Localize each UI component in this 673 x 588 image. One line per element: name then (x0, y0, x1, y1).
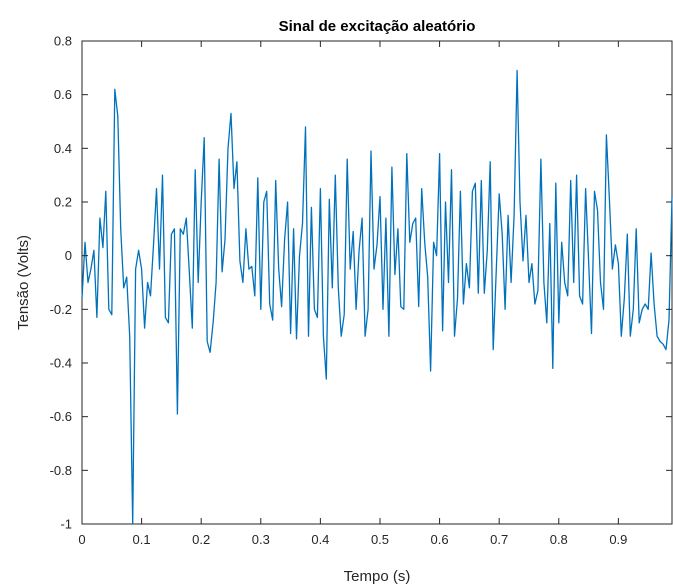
y-tick-label: -0.6 (50, 409, 72, 424)
y-tick-label: -0.4 (50, 356, 72, 371)
y-tick-label: 0.2 (54, 195, 72, 210)
axis-ticks: 0 0.1 0.2 0.3 0.4 0.5 0.6 0.7 0.8 0.9 -1 -0.8 -0.6 -0… (50, 34, 672, 547)
x-tick-label: 0.8 (550, 532, 568, 547)
x-tick-label: 0.1 (133, 532, 151, 547)
x-tick-label: 0.3 (252, 532, 270, 547)
series-line (81, 69, 673, 525)
x-tick-label: 0.5 (371, 532, 389, 547)
y-tick-label: -1 (60, 517, 72, 532)
y-tick-label: 0.4 (54, 141, 72, 156)
x-tick-label: 0.2 (192, 532, 210, 547)
y-tick-label: 0 (65, 248, 72, 263)
x-tick-label: 0.4 (311, 532, 329, 547)
y-tick-label: -0.8 (50, 463, 72, 478)
x-tick-label: 0.9 (609, 532, 627, 547)
chart-title: Sinal de excitação aleatório (279, 18, 476, 35)
x-tick-label: 0 (78, 532, 85, 547)
x-tick-label: 0.7 (490, 532, 508, 547)
x-tick-label: 0.6 (431, 532, 449, 547)
y-axis-label: Tensão (Volts) (15, 235, 32, 330)
x-axis-label: Tempo (s) (344, 568, 411, 585)
y-tick-label: -0.2 (50, 302, 72, 317)
y-tick-label: 0.8 (54, 34, 72, 49)
y-tick-label: 0.6 (54, 87, 72, 102)
